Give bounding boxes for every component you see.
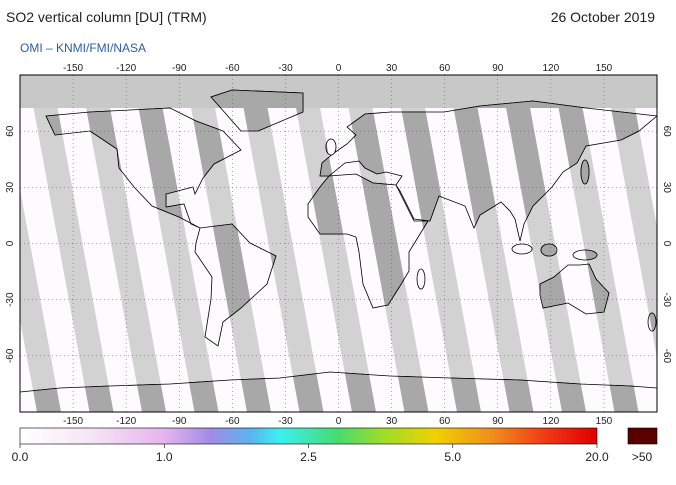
lat-tick-label-right: 0	[661, 241, 672, 247]
lon-tick-label-top: 30	[386, 63, 398, 74]
lon-tick-label-bottom: 120	[542, 416, 559, 427]
subtitle: OMI – KNMI/FMI/NASA	[20, 41, 146, 55]
lon-tick-label-top: 90	[492, 63, 504, 74]
lon-tick-label-top: 0	[336, 63, 342, 74]
lon-tick-label-top: -60	[225, 63, 240, 74]
lat-tick-label-right: -60	[661, 349, 672, 364]
lon-tick-label-bottom: 90	[492, 416, 504, 427]
lon-tick-label-top: -90	[172, 63, 187, 74]
lon-tick-label-bottom: 30	[386, 416, 398, 427]
map	[0, 75, 676, 412]
lat-tick-label-left: -60	[5, 348, 16, 363]
lat-tick-label-right: -30	[661, 292, 672, 307]
colorbar-over-label: >50	[632, 450, 653, 464]
lon-tick-label-top: -30	[278, 63, 293, 74]
lon-tick-label-bottom: -90	[172, 416, 187, 427]
lon-tick-label-bottom: 0	[336, 416, 342, 427]
lon-tick-label-bottom: 150	[596, 416, 613, 427]
lat-tick-label-left: 0	[5, 240, 16, 246]
lon-tick-label-top: 150	[596, 63, 613, 74]
lon-tick-label-top: -150	[63, 63, 83, 74]
colorbar-tick-label: 20.0	[585, 450, 609, 464]
colorbar	[20, 428, 597, 444]
colorbar-tick-label: 2.5	[300, 450, 317, 464]
lat-tick-label-left: 30	[5, 181, 16, 193]
lon-tick-label-top: -120	[116, 63, 136, 74]
lat-tick-label-right: 60	[661, 126, 672, 138]
title: SO2 vertical column [DU] (TRM)	[6, 9, 207, 25]
colorbar-tick-label: 0.0	[12, 450, 29, 464]
colorbar-over	[628, 428, 657, 444]
lon-tick-label-top: 120	[542, 63, 559, 74]
lon-tick-label-bottom: -30	[278, 416, 293, 427]
colorbar-tick-label: 5.0	[444, 450, 461, 464]
lat-tick-label-right: 30	[661, 182, 672, 194]
date: 26 October 2019	[551, 9, 656, 25]
lon-tick-label-bottom: 60	[439, 416, 451, 427]
lon-tick-label-bottom: -60	[225, 416, 240, 427]
colorbar-tick-label: 1.0	[156, 450, 173, 464]
lat-tick-label-left: -30	[5, 292, 16, 307]
lon-tick-label-bottom: -120	[116, 416, 136, 427]
lat-tick-label-left: 60	[5, 125, 16, 137]
lon-tick-label-top: 60	[439, 63, 451, 74]
lon-tick-label-bottom: -150	[63, 416, 83, 427]
